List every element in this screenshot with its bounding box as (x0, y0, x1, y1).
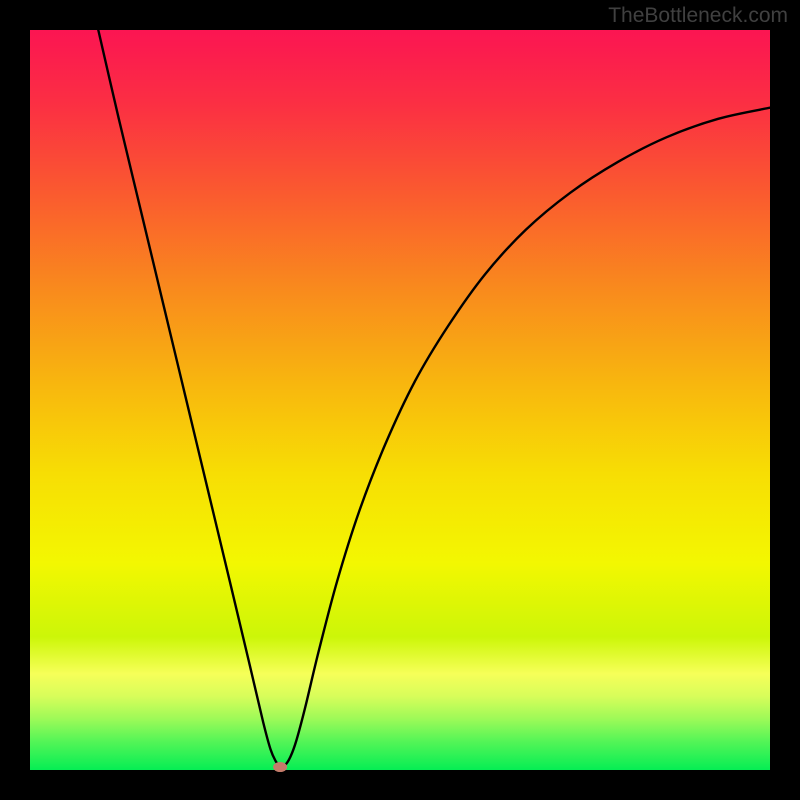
bottleneck-chart: TheBottleneck.com (0, 0, 800, 800)
watermark-text: TheBottleneck.com (608, 4, 788, 28)
chart-svg (0, 0, 800, 800)
minimum-marker (273, 762, 287, 772)
